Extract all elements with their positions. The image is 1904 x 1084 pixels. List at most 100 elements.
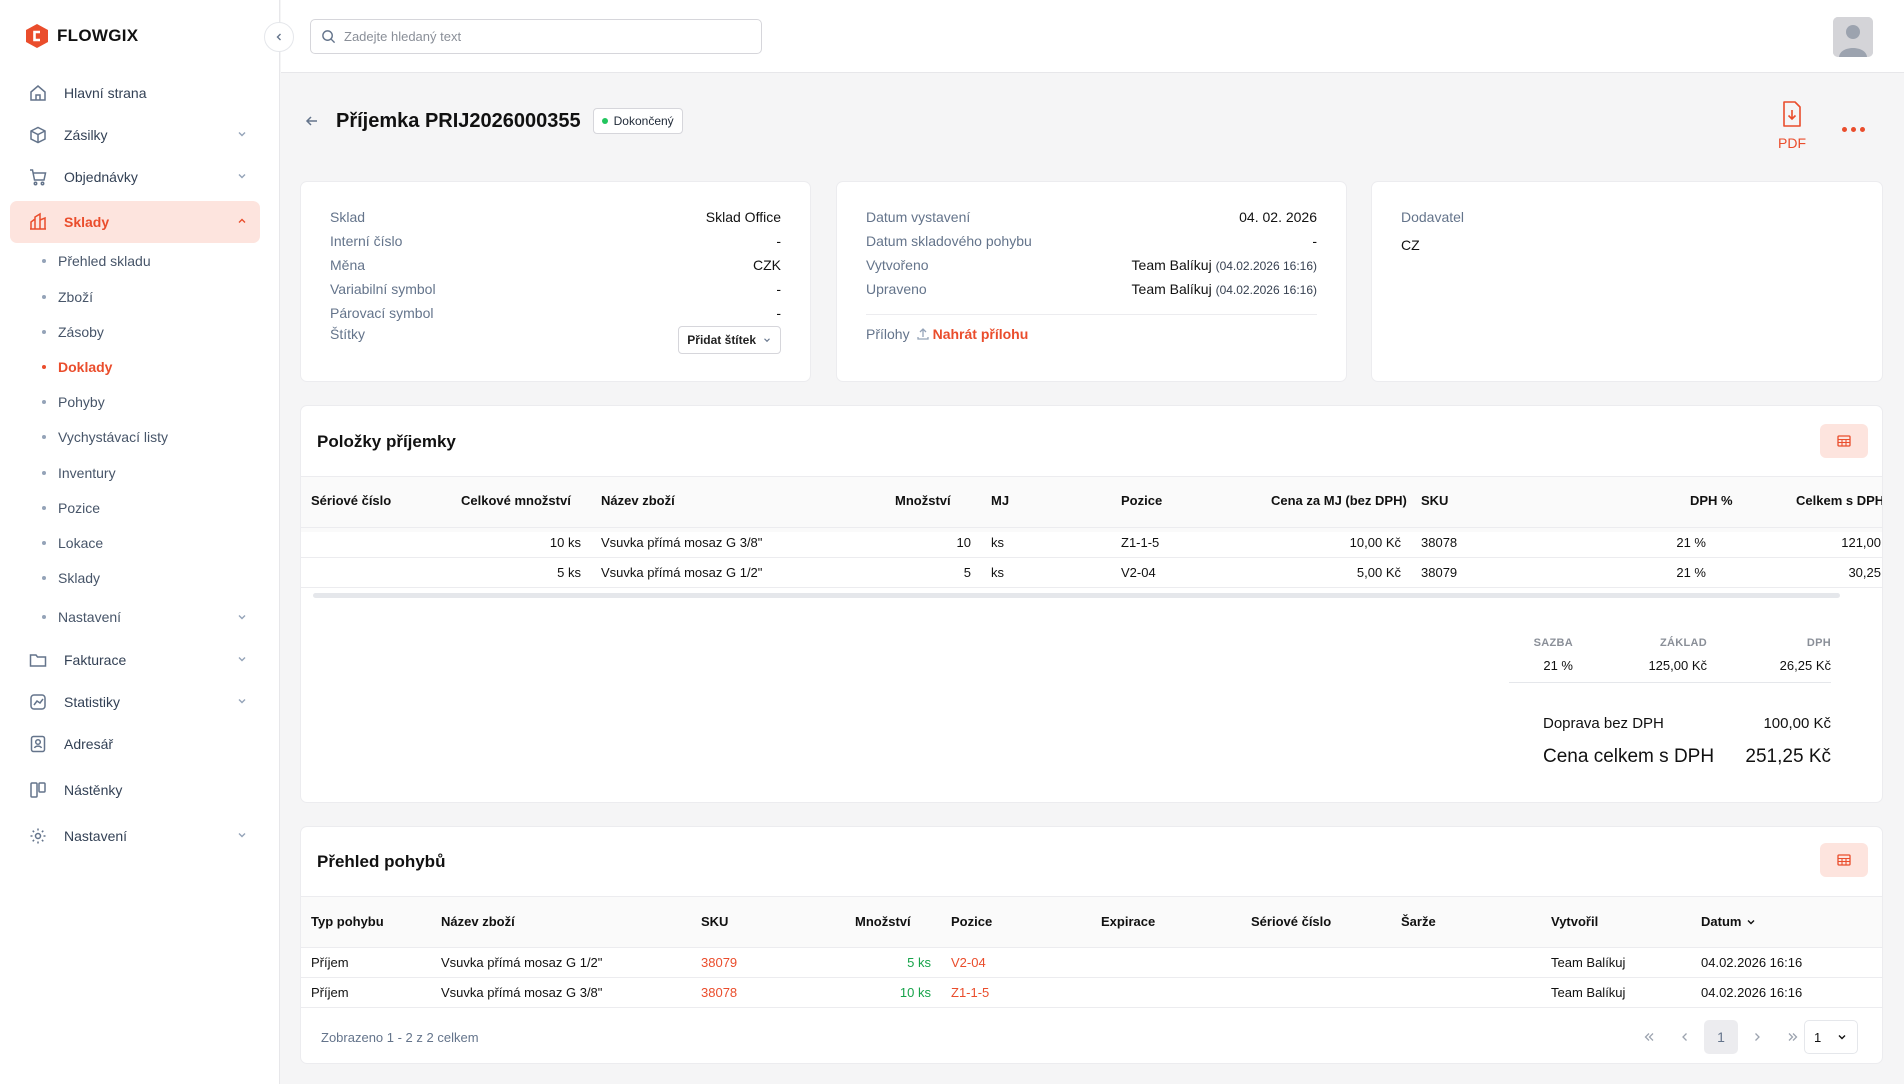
subnav-label: Pozice	[58, 500, 101, 516]
upload-attachment-button[interactable]: Nahrát přílohu	[916, 326, 1028, 342]
col-header[interactable]: Sériové číslo	[1251, 914, 1332, 929]
table-settings-button[interactable]	[1820, 424, 1868, 458]
subnav-label: Inventury	[58, 465, 116, 481]
subnav-inventories[interactable]: Inventury	[42, 458, 116, 488]
cell-sku-link[interactable]: 38078	[701, 985, 738, 1000]
cell-type: Příjem	[311, 985, 349, 1000]
search-icon	[322, 30, 336, 44]
cell-sku: 38079	[1421, 565, 1458, 580]
pagination-summary: Zobrazeno 1 - 2 z 2 celkem	[321, 1030, 479, 1045]
cell-price: 10,00 Kč	[1349, 535, 1401, 550]
next-page-button[interactable]	[1740, 1020, 1774, 1054]
sidebar: FLOWGIX Hlavní strana Zásilky Objednávky…	[0, 0, 280, 1084]
nav-item-shipments[interactable]: Zásilky	[10, 114, 260, 156]
subnav-settings[interactable]: Nastavení	[42, 602, 248, 632]
nav-item-orders[interactable]: Objednávky	[10, 156, 260, 198]
last-page-button[interactable]	[1776, 1020, 1810, 1054]
nav-item-invoicing[interactable]: Fakturace	[10, 639, 260, 681]
collapse-sidebar-button[interactable]	[264, 22, 294, 52]
movements-title: Přehled pohybů	[317, 852, 446, 871]
pdf-button[interactable]: PDF	[1772, 100, 1812, 151]
search-box[interactable]	[310, 19, 762, 54]
logo[interactable]: FLOWGIX	[26, 24, 138, 48]
col-header[interactable]: Pozice	[951, 914, 993, 929]
col-header[interactable]: Sériové číslo	[311, 493, 392, 508]
subnav-stock[interactable]: Zásoby	[42, 317, 104, 347]
cell-position-link[interactable]: V2-04	[951, 955, 986, 970]
supplier-label: Dodavatel	[1401, 209, 1465, 225]
subnav-label: Přehled skladu	[58, 253, 151, 269]
attachments-label: Přílohy	[866, 326, 910, 342]
subnav-warehouse-overview[interactable]: Přehled skladu	[42, 246, 151, 276]
vat-base-header: ZÁKLAD	[1659, 637, 1707, 649]
subnav-picking-lists[interactable]: Vychystávací listy	[42, 422, 168, 452]
col-header[interactable]: Celkem s DPH	[1796, 493, 1883, 508]
chevron-left-icon	[276, 33, 281, 41]
vat-rate-header: SAZBA	[1533, 637, 1573, 649]
page-title: Příjemka PRIJ2026000355	[336, 109, 581, 132]
col-header[interactable]: MJ	[991, 493, 1010, 508]
nav-item-warehouses[interactable]: Sklady	[10, 201, 260, 243]
col-header[interactable]: Pozice	[1121, 493, 1163, 508]
nav-label-boards: Nástěnky	[64, 782, 123, 798]
first-page-button[interactable]	[1632, 1020, 1666, 1054]
nav-label-statistics: Statistiky	[64, 694, 121, 710]
nav-item-addressbook[interactable]: Adresář	[10, 723, 260, 765]
label: Párovací symbol	[330, 305, 434, 321]
nav-item-boards[interactable]: Nástěnky	[10, 769, 260, 811]
horizontal-scrollbar[interactable]	[313, 593, 1840, 598]
col-header[interactable]: SKU	[701, 914, 729, 929]
subnav-positions[interactable]: Pozice	[42, 493, 100, 523]
col-header[interactable]: Expirace	[1101, 914, 1156, 929]
col-header[interactable]: Název zboží	[601, 493, 675, 508]
created-by: Team Balíkuj	[1131, 257, 1212, 273]
home-icon	[26, 81, 50, 105]
col-header[interactable]: Název zboží	[441, 914, 515, 929]
col-header[interactable]: Vytvořil	[1551, 914, 1599, 929]
back-button[interactable]	[300, 109, 324, 133]
page-number-button[interactable]: 1	[1704, 1020, 1738, 1054]
cell-name: Vsuvka přímá mosaz G 1/2"	[601, 565, 763, 580]
chevron-down-icon	[238, 615, 246, 620]
col-header[interactable]: Cena za MJ (bez DPH)	[1271, 493, 1407, 508]
cell-date: 04.02.2026 16:16	[1701, 955, 1803, 970]
label: Interní číslo	[330, 233, 403, 249]
page-header: Příjemka PRIJ2026000355 Dokončený	[300, 108, 683, 134]
cell-qty: 10 ks	[899, 985, 931, 1000]
subnav-warehouses[interactable]: Sklady	[42, 563, 100, 593]
nav-item-home[interactable]: Hlavní strana	[10, 72, 260, 114]
subnav-locations[interactable]: Lokace	[42, 528, 103, 558]
col-header[interactable]: Množství	[895, 493, 951, 508]
col-header[interactable]: Typ pohybu	[311, 914, 384, 929]
col-header[interactable]: Šarže	[1401, 914, 1436, 929]
col-header[interactable]: Celkové množství	[461, 493, 571, 508]
cell-sku-link[interactable]: 38079	[701, 955, 738, 970]
value: -	[776, 233, 781, 249]
table-settings-button[interactable]	[1820, 843, 1868, 877]
page-size-select[interactable]: 1	[1804, 1020, 1858, 1054]
cell-unit: ks	[991, 535, 1004, 550]
chevron-down-icon	[238, 833, 246, 838]
col-header-date[interactable]: Datum	[1701, 914, 1757, 929]
subnav-documents[interactable]: Doklady	[42, 352, 112, 382]
nav-item-statistics[interactable]: Statistiky	[10, 681, 260, 723]
col-header[interactable]: Množství	[855, 914, 911, 929]
col-header[interactable]: DPH %	[1690, 493, 1733, 508]
nav-item-settings[interactable]: Nastavení	[10, 815, 260, 857]
cell-position-link[interactable]: Z1-1-5	[951, 985, 990, 1000]
cell-sum: 121,00	[1841, 535, 1881, 550]
subnav-movements[interactable]: Pohyby	[42, 387, 105, 417]
more-options-button[interactable]	[1840, 116, 1866, 142]
folder-icon	[26, 648, 50, 672]
pdf-label: PDF	[1778, 135, 1806, 151]
items-title: Položky příjemky	[317, 432, 456, 451]
add-tag-button[interactable]: Přidat štítek	[678, 326, 781, 354]
nav-label-invoicing: Fakturace	[64, 652, 127, 668]
info-card-general: Sklad Sklad Office Interní číslo - Měna CZK…	[300, 181, 811, 382]
search-input[interactable]	[344, 29, 744, 44]
col-header[interactable]: SKU	[1421, 493, 1449, 508]
prev-page-button[interactable]	[1668, 1020, 1702, 1054]
shipping-label: Doprava bez DPH	[1543, 715, 1664, 732]
subnav-goods[interactable]: Zboží	[42, 282, 93, 312]
avatar[interactable]	[1833, 17, 1873, 57]
